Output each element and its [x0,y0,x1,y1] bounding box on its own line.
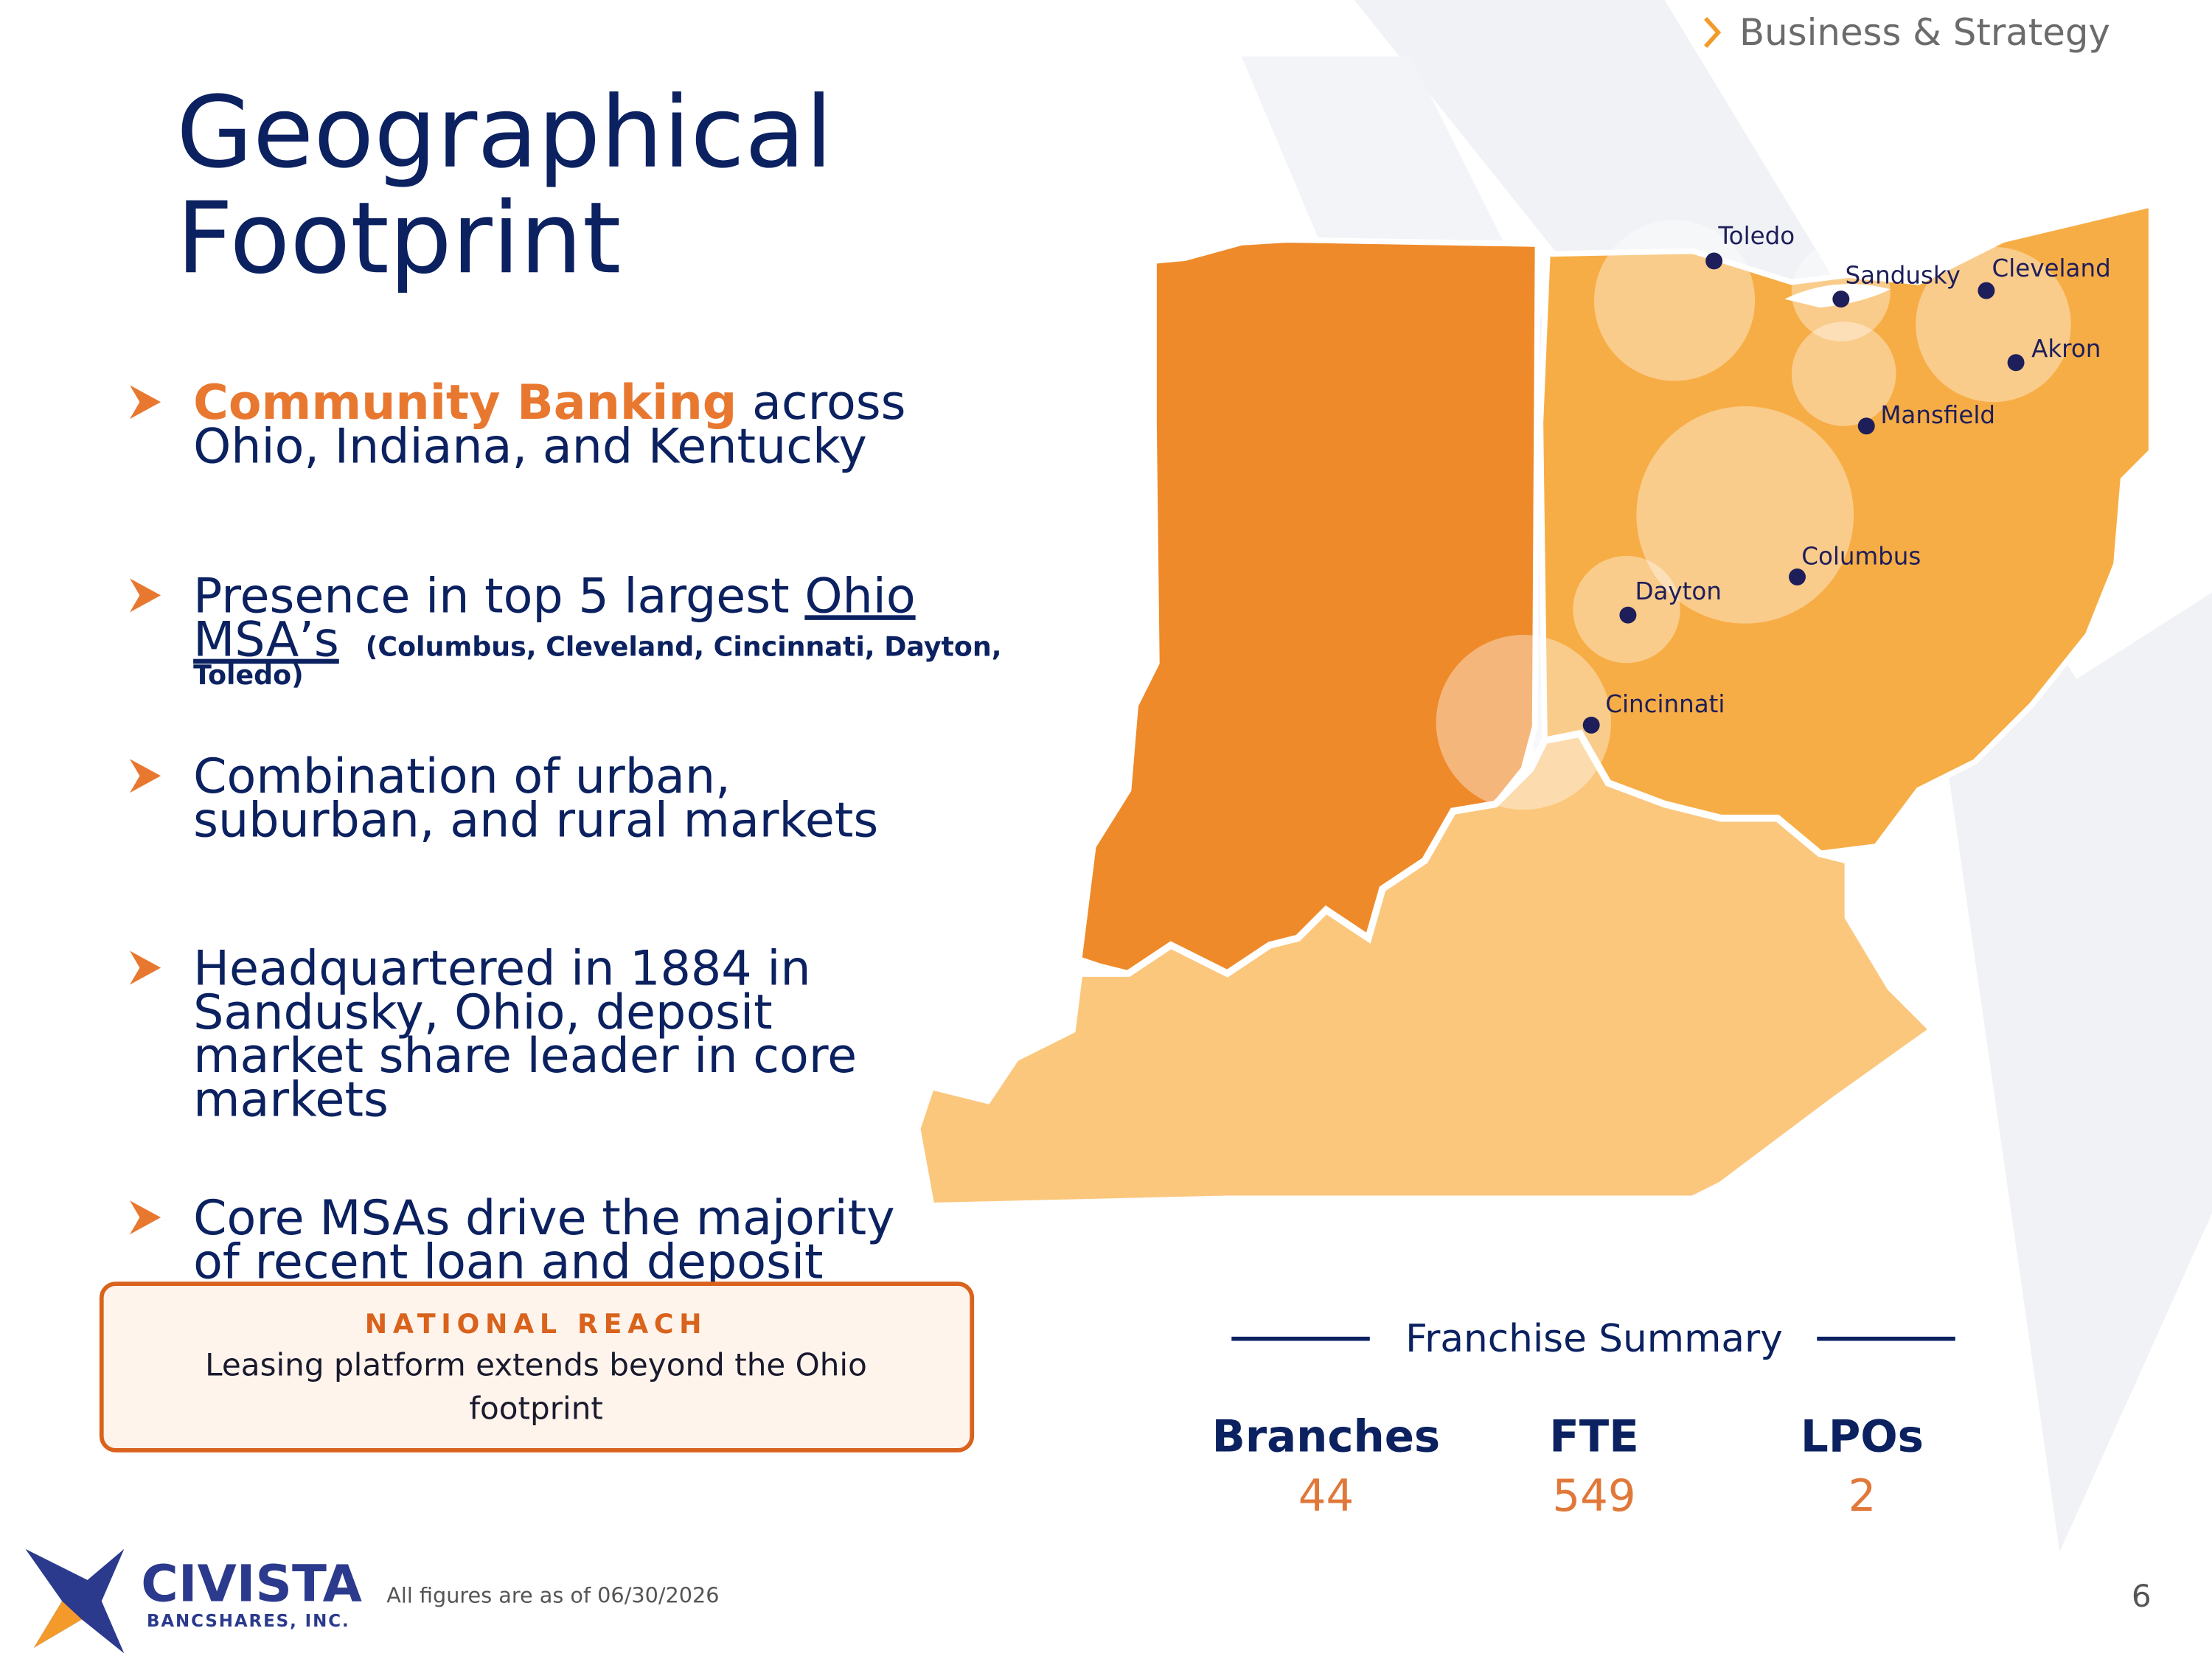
bullet-line: market share leader in core [193,1029,857,1084]
callout-box [99,1281,975,1453]
city-label: Sandusky [1846,262,1961,290]
callout-text: footprint [469,1391,603,1427]
city-dot [1789,568,1806,586]
bullet-line: MSA’s (Columbus, Cleveland, Cincinnati, … [193,613,1001,668]
bullet-line: of recent loan and deposit [193,1234,823,1290]
bullet-note: (Columbus, Cleveland, Cincinnati, Dayton… [366,631,1002,663]
bullet-line: Combination of urban, [193,749,731,804]
logo-subtext: BANCSHARES, INC. [147,1612,350,1631]
summary-items: Branches 44 FTE 549 LPOs 2 [1212,1411,1924,1521]
city-dot [1857,417,1875,435]
summary-value: 549 [1552,1470,1635,1521]
summary-value: 2 [1848,1470,1877,1521]
summary-title: Franchise Summary [1405,1317,1783,1361]
footnote: All figures are as of 06/30/2026 [386,1582,719,1607]
bullet-arrows [130,385,161,1235]
city-label: Columbus [1801,542,1921,570]
summary-label: LPOs [1801,1411,1924,1462]
section-label: Business & Strategy [1739,11,2110,54]
city-label: Cincinnati [1605,690,1725,718]
city-label: Mansfield [1880,401,1995,429]
summary-label: Branches [1212,1411,1441,1462]
bullet-arrow [130,950,161,985]
bullet-highlight: Community Banking [193,375,737,431]
section-chevron [1704,16,1722,49]
bullet-line: Core MSAs drive the majority [193,1191,895,1246]
bullet-text: Presence in top 5 largest [193,568,790,624]
city-dot [1832,291,1850,308]
summary-value: 44 [1298,1470,1354,1521]
city-dot [1978,282,1995,299]
map: Toledo Sandusky Cleveland Akron Mansfield Col… [913,201,2154,1210]
state-kentucky [913,729,1938,1210]
city-label: Akron [2031,335,2101,363]
summary-label: FTE [1549,1411,1638,1462]
bullet-arrow [130,385,161,420]
bullet-link: MSA’s [193,613,339,668]
bullet-line: markets [193,1072,389,1127]
background-stripe [1947,592,2212,1552]
bullet-line: Headquartered in 1884 in [193,941,811,996]
city-label: Cleveland [1992,254,2111,282]
city-label: Dayton [1635,577,1721,605]
page-number: 6 [2132,1578,2152,1614]
bullet-line: Ohio, Indiana, and Kentucky [193,420,867,475]
city-label: Toledo [1717,222,1795,250]
market-circle [1916,246,2071,403]
city-dot [1619,606,1637,624]
city-dot [1582,716,1600,734]
logo: CIVISTA BANCSHARES, INC. [25,1548,362,1654]
city-dot [2007,354,2025,372]
logo-text: CIVISTA [141,1555,362,1614]
bullet-text: across [752,375,906,431]
market-circle [1436,634,1611,810]
market-circle [1791,321,1896,426]
slide-title: Footprint [176,181,621,296]
bullet-arrow [130,578,161,613]
city-dot [1705,252,1723,270]
slide-title: Geographical [176,75,832,190]
bullet-line: suburban, and rural markets [193,793,878,849]
callout-title: NATIONAL REACH [365,1308,707,1340]
bullet-line: Community Banking across [193,375,905,431]
callout-text: Leasing platform extends beyond the Ohio [205,1346,867,1382]
logo-star-accent [33,1601,82,1648]
bullet-line: Sandusky, Ohio, deposit [193,985,773,1040]
bullet-arrow [130,759,161,793]
bullet-link: Ohio [804,568,915,624]
bullet-line: Presence in top 5 largest Ohio [193,568,916,624]
bullet-note: Toledo) [193,659,304,691]
bullet-arrow [130,1200,161,1235]
